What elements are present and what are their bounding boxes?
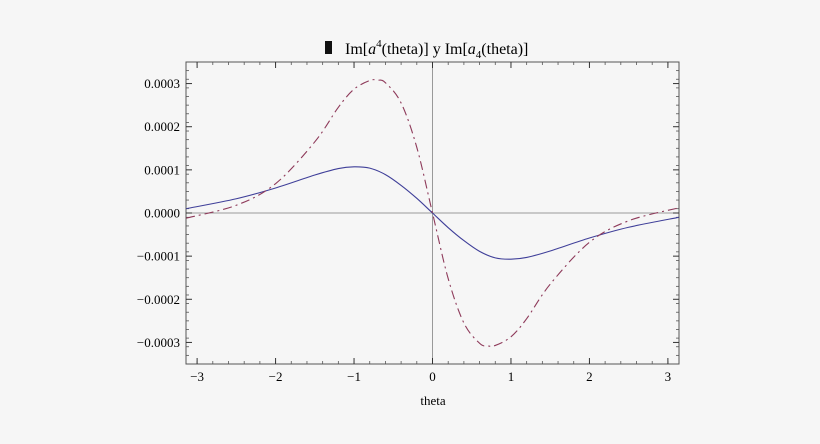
series-line-dashdot — [185, 79, 680, 347]
x-tick-label: 1 — [508, 369, 515, 384]
title-sup1: 4 — [376, 38, 382, 50]
series-group — [185, 79, 680, 347]
y-tick-label: −0.0001 — [137, 249, 180, 264]
y-tick-label: 0.0002 — [144, 119, 180, 134]
chart-title: Im[a4(theta)] y Im[a4(theta)] — [325, 38, 528, 61]
x-axis-ticks: −3 −2 −1 0 1 2 3 — [190, 62, 671, 384]
x-tick-label: −2 — [269, 369, 283, 384]
title-var1: a — [368, 41, 376, 58]
x-tick-label: 0 — [429, 369, 436, 384]
y-tick-label: −0.0003 — [137, 335, 180, 350]
title-part2: (theta)] y Im[ — [382, 41, 468, 58]
title-text: Im[a4(theta)] y Im[a4(theta)] — [345, 38, 528, 61]
x-tick-label: −1 — [347, 369, 361, 384]
title-var2: a — [468, 41, 476, 58]
y-tick-label: −0.0002 — [137, 292, 180, 307]
y-tick-label: 0.0001 — [144, 162, 180, 177]
title-part1: Im[ — [345, 41, 368, 58]
legend-square-icon — [325, 41, 332, 54]
y-tick-label: 0.0003 — [144, 76, 180, 91]
y-tick-label: 0.0000 — [144, 206, 180, 221]
title-sub2: 4 — [476, 49, 482, 61]
series-line-solid — [186, 166, 679, 260]
title-part3: (theta)] — [481, 41, 528, 58]
x-tick-label: 2 — [586, 369, 593, 384]
x-axis-label: theta — [420, 393, 445, 408]
y-axis-ticks: 0.0003 0.0002 0.0001 0.0000 −0.0001 −0.0002 −0… — [137, 76, 679, 350]
x-tick-label: 3 — [665, 369, 672, 384]
x-tick-label: −3 — [190, 369, 204, 384]
